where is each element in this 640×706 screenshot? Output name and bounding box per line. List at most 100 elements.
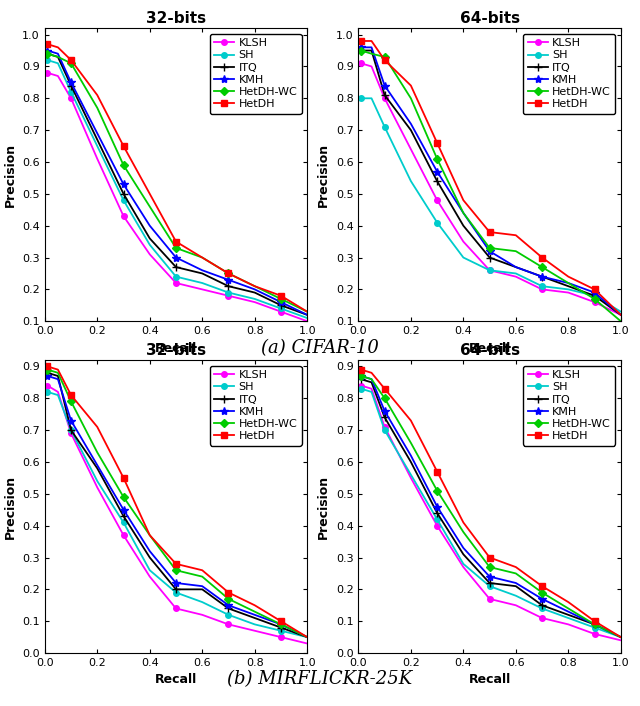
KMH <box>368 375 376 383</box>
KLSH <box>564 620 572 628</box>
HetDH <box>368 369 376 377</box>
ITQ <box>251 614 259 622</box>
SH <box>44 388 51 396</box>
SH <box>368 94 376 102</box>
ITQ <box>538 601 546 609</box>
HetDH-WC <box>251 607 259 616</box>
HetDH <box>460 518 467 527</box>
KLSH <box>225 292 232 300</box>
KMH <box>67 78 75 87</box>
HetDH-WC <box>198 573 206 581</box>
HetDH <box>460 196 467 205</box>
Y-axis label: Precision: Precision <box>4 143 17 207</box>
Line: HetDH-WC: HetDH-WC <box>45 51 310 314</box>
KMH <box>225 601 232 609</box>
ITQ <box>512 263 520 271</box>
HetDH <box>225 269 232 277</box>
KMH <box>277 298 285 306</box>
KMH <box>44 372 51 381</box>
Y-axis label: Precision: Precision <box>4 474 17 539</box>
ITQ <box>93 136 101 144</box>
KLSH <box>591 630 598 638</box>
KMH <box>591 620 598 628</box>
SH <box>538 282 546 290</box>
HetDH-WC <box>368 375 376 383</box>
Line: KMH: KMH <box>44 47 312 319</box>
KLSH <box>460 563 467 571</box>
SH <box>617 307 625 316</box>
KMH <box>146 222 154 230</box>
HetDH <box>564 598 572 606</box>
HetDH <box>225 588 232 597</box>
ITQ <box>357 375 365 383</box>
SH <box>54 59 62 68</box>
KLSH <box>146 250 154 258</box>
KLSH <box>617 636 625 645</box>
HetDH-WC <box>251 282 259 290</box>
HetDH-WC <box>486 563 493 571</box>
HetDH-WC <box>407 94 415 102</box>
SH <box>486 582 493 590</box>
SH <box>277 626 285 635</box>
KMH <box>251 611 259 619</box>
Legend: KLSH, SH, ITQ, KMH, HetDH-WC, HetDH: KLSH, SH, ITQ, KMH, HetDH-WC, HetDH <box>523 366 615 445</box>
KMH <box>512 579 520 587</box>
KLSH <box>591 298 598 306</box>
HetDH-WC <box>381 53 388 61</box>
ITQ <box>564 611 572 619</box>
ITQ <box>54 372 62 381</box>
SH <box>172 588 180 597</box>
KMH <box>591 288 598 297</box>
HetDH-WC <box>460 209 467 217</box>
ITQ <box>277 301 285 309</box>
HetDH <box>120 142 127 150</box>
ITQ <box>198 585 206 594</box>
HetDH <box>54 366 62 374</box>
HetDH <box>172 237 180 246</box>
KMH <box>198 266 206 275</box>
ITQ <box>120 512 127 520</box>
SH <box>368 388 376 396</box>
HetDH-WC <box>93 448 101 457</box>
KMH <box>433 503 441 511</box>
HetDH-WC <box>198 253 206 262</box>
Line: HetDH: HetDH <box>358 38 623 318</box>
Line: KMH: KMH <box>44 372 312 641</box>
HetDH-WC <box>433 155 441 163</box>
ITQ <box>44 369 51 377</box>
HetDH <box>44 40 51 49</box>
Line: SH: SH <box>358 95 623 314</box>
SH <box>357 94 365 102</box>
SH <box>67 88 75 96</box>
HetDH-WC <box>407 438 415 447</box>
ITQ <box>460 222 467 230</box>
Line: SH: SH <box>358 386 623 640</box>
KLSH <box>198 285 206 294</box>
SH <box>303 313 311 322</box>
ITQ <box>303 311 311 319</box>
HetDH-WC <box>277 294 285 303</box>
Line: ITQ: ITQ <box>44 369 312 641</box>
ITQ <box>172 263 180 271</box>
HetDH <box>407 81 415 90</box>
ITQ <box>172 585 180 594</box>
Line: HetDH-WC: HetDH-WC <box>358 48 623 324</box>
ITQ <box>225 604 232 613</box>
Legend: KLSH, SH, ITQ, KMH, HetDH-WC, HetDH: KLSH, SH, ITQ, KMH, HetDH-WC, HetDH <box>209 366 301 445</box>
HetDH-WC <box>381 394 388 402</box>
KMH <box>120 180 127 189</box>
KLSH <box>54 72 62 80</box>
ITQ <box>381 91 388 100</box>
KLSH <box>67 94 75 102</box>
X-axis label: Recall: Recall <box>155 674 197 686</box>
KLSH <box>381 94 388 102</box>
SH <box>460 253 467 262</box>
SH <box>564 614 572 622</box>
KLSH <box>225 620 232 628</box>
HetDH <box>381 385 388 393</box>
KMH <box>172 579 180 587</box>
KLSH <box>433 522 441 530</box>
KMH <box>460 209 467 217</box>
SH <box>303 633 311 641</box>
HetDH-WC <box>67 59 75 68</box>
